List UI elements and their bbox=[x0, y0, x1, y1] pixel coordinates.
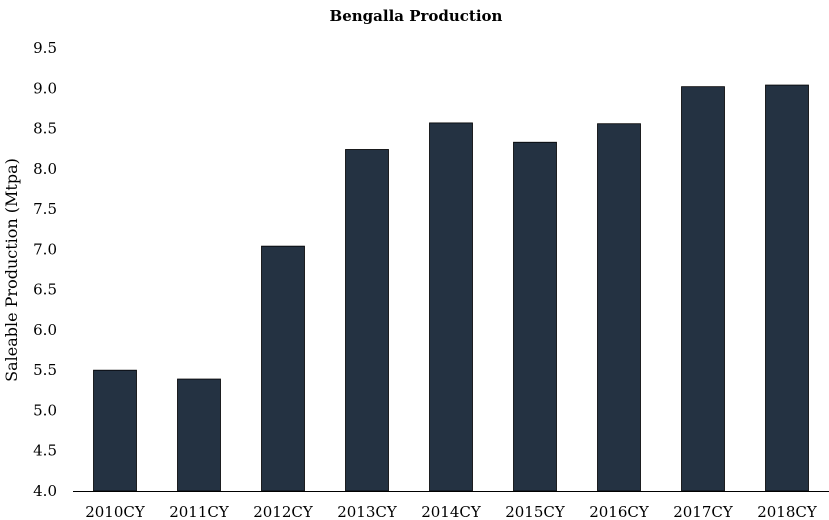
x-tick-label: 2013CY bbox=[337, 503, 398, 520]
y-tick-label: 4.0 bbox=[33, 482, 57, 500]
y-tick-label: 8.5 bbox=[33, 120, 57, 138]
y-tick-label: 4.5 bbox=[33, 442, 57, 460]
x-tick-label: 2017CY bbox=[673, 503, 734, 520]
y-tick-label: 6.5 bbox=[33, 281, 57, 299]
y-tick-label: 7.5 bbox=[33, 200, 57, 218]
bar-2016CY bbox=[597, 123, 641, 492]
bars bbox=[93, 84, 809, 492]
x-tick-label: 2018CY bbox=[757, 503, 818, 520]
y-tick-label: 6.0 bbox=[33, 321, 57, 339]
chart-title: Bengalla Production bbox=[330, 7, 503, 25]
y-tick-label: 9.0 bbox=[33, 79, 57, 97]
x-tick-label: 2011CY bbox=[169, 503, 230, 520]
bar-2018CY bbox=[765, 84, 809, 492]
y-axis-ticks: 4.0 4.5 5.0 5.5 6.0 6.5 7.0 7.5 8.0 8.5 9.0 9.5 bbox=[33, 39, 57, 500]
y-tick-label: 9.5 bbox=[33, 39, 57, 57]
bar-2012CY bbox=[261, 245, 305, 492]
x-tick-label: 2012CY bbox=[253, 503, 314, 520]
bar-2011CY bbox=[177, 378, 221, 492]
x-axis-ticks: 2010CY 2011CY 2012CY 2013CY 2014CY 2015CY 2016… bbox=[85, 503, 818, 520]
x-tick-label: 2010CY bbox=[85, 503, 146, 520]
y-tick-label: 5.0 bbox=[33, 401, 57, 419]
bar-2014CY bbox=[429, 122, 473, 492]
x-tick-label: 2015CY bbox=[505, 503, 566, 520]
bar-2010CY bbox=[93, 369, 137, 492]
x-tick-label: 2014CY bbox=[421, 503, 482, 520]
y-tick-label: 7.0 bbox=[33, 240, 57, 258]
bar-2013CY bbox=[345, 149, 389, 492]
bar-2017CY bbox=[681, 86, 725, 492]
x-tick-label: 2016CY bbox=[589, 503, 650, 520]
y-tick-label: 5.5 bbox=[33, 361, 57, 379]
y-tick-label: 8.0 bbox=[33, 160, 57, 178]
y-axis-label: Saleable Production (Mtpa) bbox=[2, 158, 21, 382]
bar-2015CY bbox=[513, 141, 557, 492]
